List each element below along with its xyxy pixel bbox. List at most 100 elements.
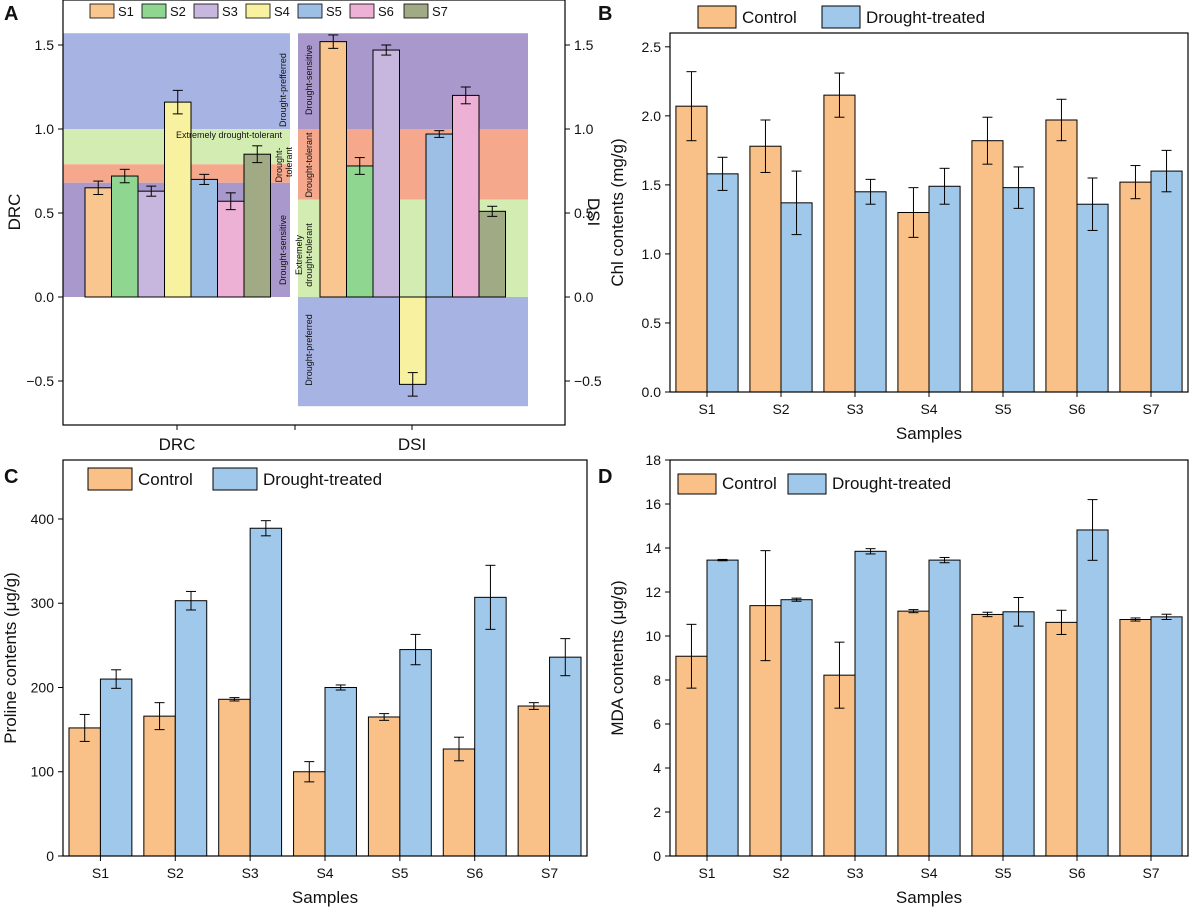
bar-drought-s2 [780, 599, 813, 857]
y-tick-label: 100 [31, 764, 55, 780]
y-tick-label: 18 [645, 452, 661, 468]
x-tick-label: S6 [1068, 401, 1085, 417]
zone-label: Drought-sensitive [304, 45, 314, 115]
x-tick-label: S4 [316, 865, 333, 881]
bar-drought-s5 [399, 649, 432, 857]
y-tick-label: 4 [653, 760, 661, 776]
bar-control-s6 [1045, 119, 1078, 393]
bar-control-s1 [675, 655, 708, 857]
bar-drc-s3 [137, 190, 165, 298]
bar-drc-s4 [164, 101, 192, 298]
bar-dsi-s3 [372, 49, 400, 298]
zone-label: Drought-sensitive [278, 215, 288, 285]
x-tick-label: DSI [398, 435, 426, 454]
y-axis-title: MDA contents (μg/g) [608, 580, 627, 735]
legend-label: Control [722, 474, 777, 493]
legend-label: Drought-treated [866, 8, 985, 27]
bar-drc-s5 [190, 178, 218, 298]
bar-drought-s1 [706, 173, 739, 393]
panel-letter: A [4, 3, 18, 25]
legend-swatch-drought [821, 5, 861, 29]
panel-d: D 0 2 4 6 8 10 12 14 16 18 S1 S2 S3 S4 S5 S6 S7 Samples MDA… [598, 452, 1189, 907]
x-tick-label: S1 [92, 865, 109, 881]
y-tick-label: 14 [645, 540, 661, 556]
bar-drought-s2 [174, 600, 208, 857]
y-tick-label: 2.0 [642, 108, 662, 124]
zone-label: tolerant [284, 146, 294, 177]
x-tick-label: S6 [1068, 865, 1085, 881]
legend-swatch-s3 [193, 3, 219, 19]
y-tick-label: 0 [653, 848, 661, 864]
y-tick-label-right: 0.0 [574, 289, 594, 305]
zone-label: Drought-preferred [304, 314, 314, 386]
x-tick-label: S7 [1142, 865, 1159, 881]
bar-drought-s6 [1076, 529, 1109, 857]
panel-letter: C [4, 466, 18, 488]
y-tick-label: 1.0 [642, 246, 662, 262]
legend-swatch-s7 [403, 3, 429, 19]
bar-control-s7 [517, 705, 551, 857]
x-tick-label: S2 [167, 865, 184, 881]
legend-swatch-drought [212, 467, 258, 491]
legend-swatch-s2 [141, 3, 167, 19]
y-tick-label: 10 [645, 628, 661, 644]
zone-label: Drought- [274, 147, 284, 182]
y-tick-label: 0.5 [35, 205, 55, 221]
bar-drc-s7 [243, 153, 271, 298]
bar-dsi-s1 [319, 41, 347, 298]
bar-dsi-s4 [399, 296, 427, 385]
y-tick-label: 2 [653, 804, 661, 820]
y-tick-label: 12 [645, 584, 661, 600]
panel-c: C 0 100 200 300 400 S1 S2 S3 S4 S5 S6 S7 Samples Proli… [1, 459, 588, 907]
x-tick-label: S1 [698, 865, 715, 881]
zone-label: Extremely drought-tolerant [176, 130, 283, 140]
y-tick-label: 8 [653, 672, 661, 688]
y-tick-label: 1.0 [35, 121, 55, 137]
x-tick-label: S7 [541, 865, 558, 881]
bar-control-s2 [749, 145, 782, 393]
bar-dsi-s6 [452, 94, 480, 298]
y-tick-label: 300 [31, 595, 55, 611]
y-tick-label: 0.0 [642, 384, 662, 400]
zone-label: drought-tolerant [304, 223, 314, 287]
legend-swatch-s5 [297, 3, 323, 19]
bar-control-s2 [143, 715, 176, 857]
bar-drc-s1 [84, 187, 112, 298]
bar-drc-s2 [111, 175, 139, 298]
bar-drought-s5 [1002, 611, 1035, 857]
x-tick-label: S3 [846, 401, 863, 417]
x-tick-label: S4 [920, 401, 937, 417]
y-tick-label: 1.5 [642, 177, 662, 193]
legend-label: S5 [326, 4, 342, 19]
x-tick-label: S5 [391, 865, 408, 881]
bar-control-s6 [1045, 621, 1078, 857]
bar-control-s1 [68, 727, 101, 857]
legend-swatch-s1 [89, 3, 115, 19]
bar-control-s3 [218, 698, 251, 857]
bar-drought-s5 [1002, 187, 1035, 393]
x-tick-label: S1 [698, 401, 715, 417]
x-tick-label: S5 [994, 401, 1011, 417]
legend-swatch-drought [787, 473, 827, 495]
legend-label: S7 [432, 4, 448, 19]
bar-control-s7 [1119, 619, 1152, 857]
legend-swatch-control [87, 467, 133, 491]
y-tick-label: 16 [645, 496, 661, 512]
bar-drought-s7 [1150, 170, 1183, 393]
bar-dsi-s7 [478, 210, 506, 298]
bar-control-s5 [971, 140, 1004, 393]
legend-label: Drought-treated [263, 470, 382, 489]
bar-control-s4 [897, 212, 930, 393]
zone-label: Extremely [294, 235, 304, 276]
y-tick-label: 0.5 [642, 315, 662, 331]
bar-drought-s3 [854, 191, 887, 393]
legend-label: S3 [222, 4, 238, 19]
bar-control-s6 [442, 748, 476, 857]
x-axis-title: Samples [896, 424, 962, 443]
x-tick-label: S6 [466, 865, 483, 881]
bar-drc-s6 [217, 200, 245, 298]
legend-swatch-control [697, 5, 737, 29]
x-tick-label: S2 [772, 865, 789, 881]
bar-control-s7 [1119, 181, 1152, 393]
